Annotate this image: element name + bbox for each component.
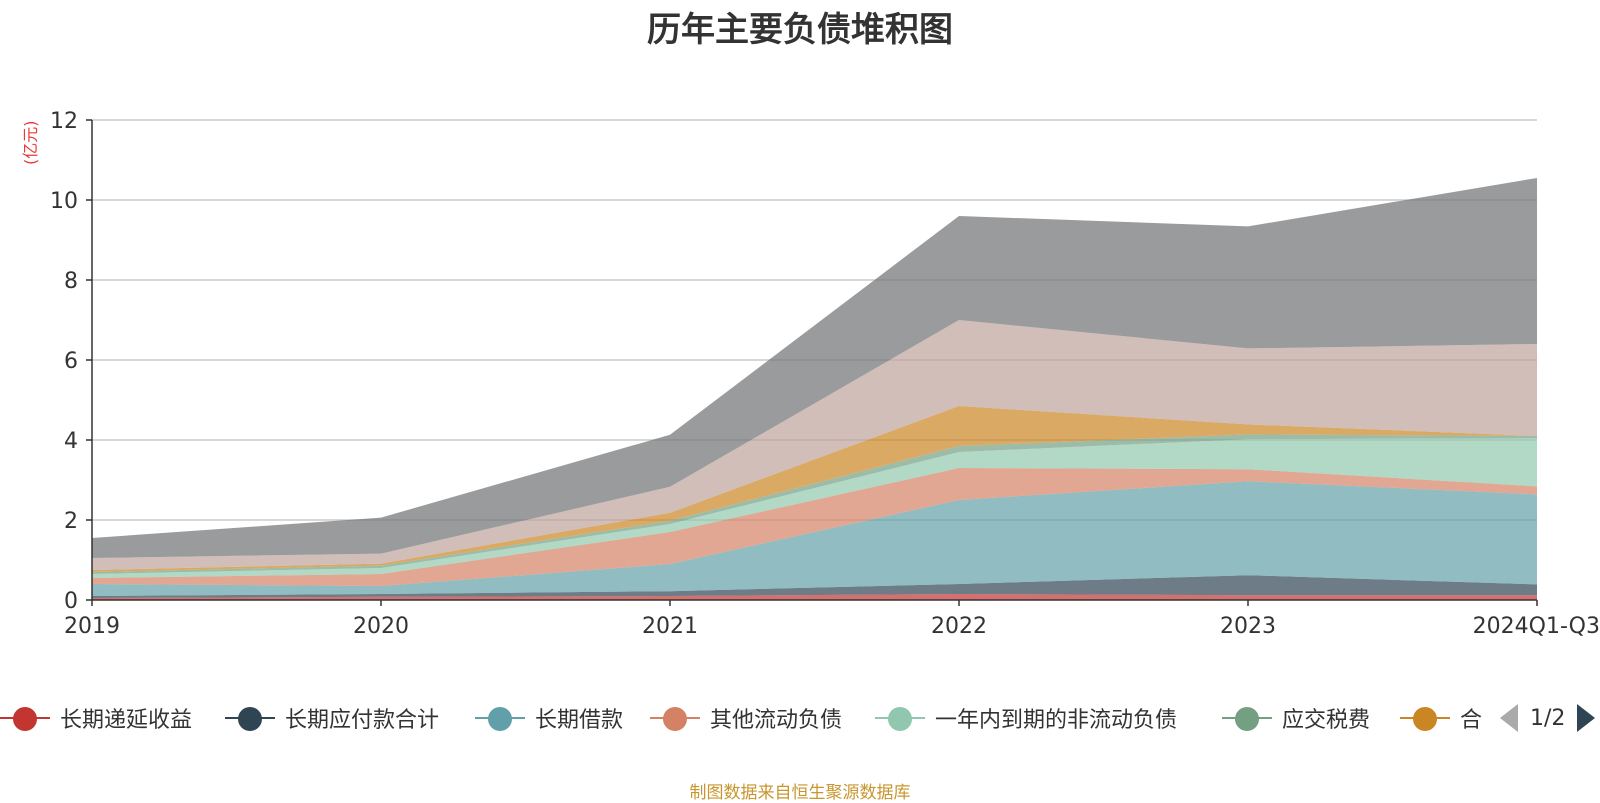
y-tick-label: 8: [64, 269, 78, 294]
legend-marker-icon: [1400, 703, 1450, 733]
legend-label: 长期应付款合计: [285, 708, 440, 733]
legend-item[interactable]: 应交税费: [1222, 703, 1370, 733]
chart-title: 历年主要负债堆积图: [647, 10, 953, 50]
legend-prev-arrow-icon[interactable]: [1500, 704, 1518, 732]
area-series: [92, 178, 1537, 600]
y-tick-label: 4: [64, 429, 78, 454]
area-series-7: [92, 320, 1537, 570]
legend-pager: 1/2: [1500, 703, 1596, 733]
y-tick-label: 0: [64, 589, 78, 614]
legend-item[interactable]: 长期应付款合计: [225, 703, 439, 733]
legend-item[interactable]: 其他流动负债: [650, 703, 842, 733]
legend-item[interactable]: 合: [1400, 703, 1482, 733]
legend-next-arrow-icon[interactable]: [1577, 704, 1596, 732]
legend-marker-icon: [0, 703, 50, 733]
legend-page-indicator: 1/2: [1530, 705, 1566, 731]
legend-item[interactable]: 长期递延收益: [0, 703, 192, 733]
y-tick-labels: 0 2 4 6 8 10 12: [50, 109, 78, 614]
area-series-2: [92, 481, 1537, 596]
x-tick-label: 2023: [1220, 614, 1276, 639]
legend-label: 应交税费: [1282, 708, 1371, 733]
legend-label: 长期递延收益: [60, 708, 193, 733]
x-tick-labels: 2019 2020 2021 2022 2023 2024Q1-Q3: [64, 614, 1600, 639]
legend-item[interactable]: 一年内到期的非流动负债: [875, 703, 1177, 733]
y-tick-label: 2: [64, 509, 78, 534]
legend-marker-icon: [875, 703, 925, 733]
x-tick-label: 2021: [642, 614, 698, 639]
y-tick-label: 10: [50, 189, 78, 214]
y-tick-label: 12: [50, 109, 78, 134]
y-tick-label: 6: [64, 349, 78, 374]
x-tick-label: 2020: [353, 614, 409, 639]
legend-label: 其他流动负债: [710, 708, 843, 733]
legend-item[interactable]: 长期借款: [475, 703, 623, 733]
area-series-8: [92, 178, 1537, 558]
area-series-1: [92, 575, 1537, 598]
stacked-area-chart: 0 2 4 6 8 10 12 2019 2020 2021 2022 2023 2024Q1-Q3: [50, 109, 1600, 639]
legend-label: 一年内到期的非流动负债: [935, 708, 1178, 733]
legend-label: 合: [1460, 708, 1483, 733]
legend-marker-icon: [225, 703, 275, 733]
data-source-note: 制图数据来自恒生聚源数据库: [689, 783, 911, 803]
area-series-3: [92, 468, 1537, 586]
axes: [86, 119, 1538, 606]
legend: 长期递延收益 长期应付款合计 长期借款 其他流动负债 一年内到期的非流动负债 应交税费 合: [0, 703, 1600, 743]
area-series-0: [92, 594, 1537, 600]
legend-marker-icon: [475, 703, 525, 733]
legend-label: 长期借款: [535, 708, 624, 733]
legend-marker-icon: [1222, 703, 1272, 733]
x-tick-label: 2019: [64, 614, 120, 639]
legend-marker-icon: [650, 703, 700, 733]
x-tick-label: 2022: [931, 614, 987, 639]
area-series-4: [92, 438, 1537, 578]
x-tick-label: 2024Q1-Q3: [1473, 614, 1600, 639]
